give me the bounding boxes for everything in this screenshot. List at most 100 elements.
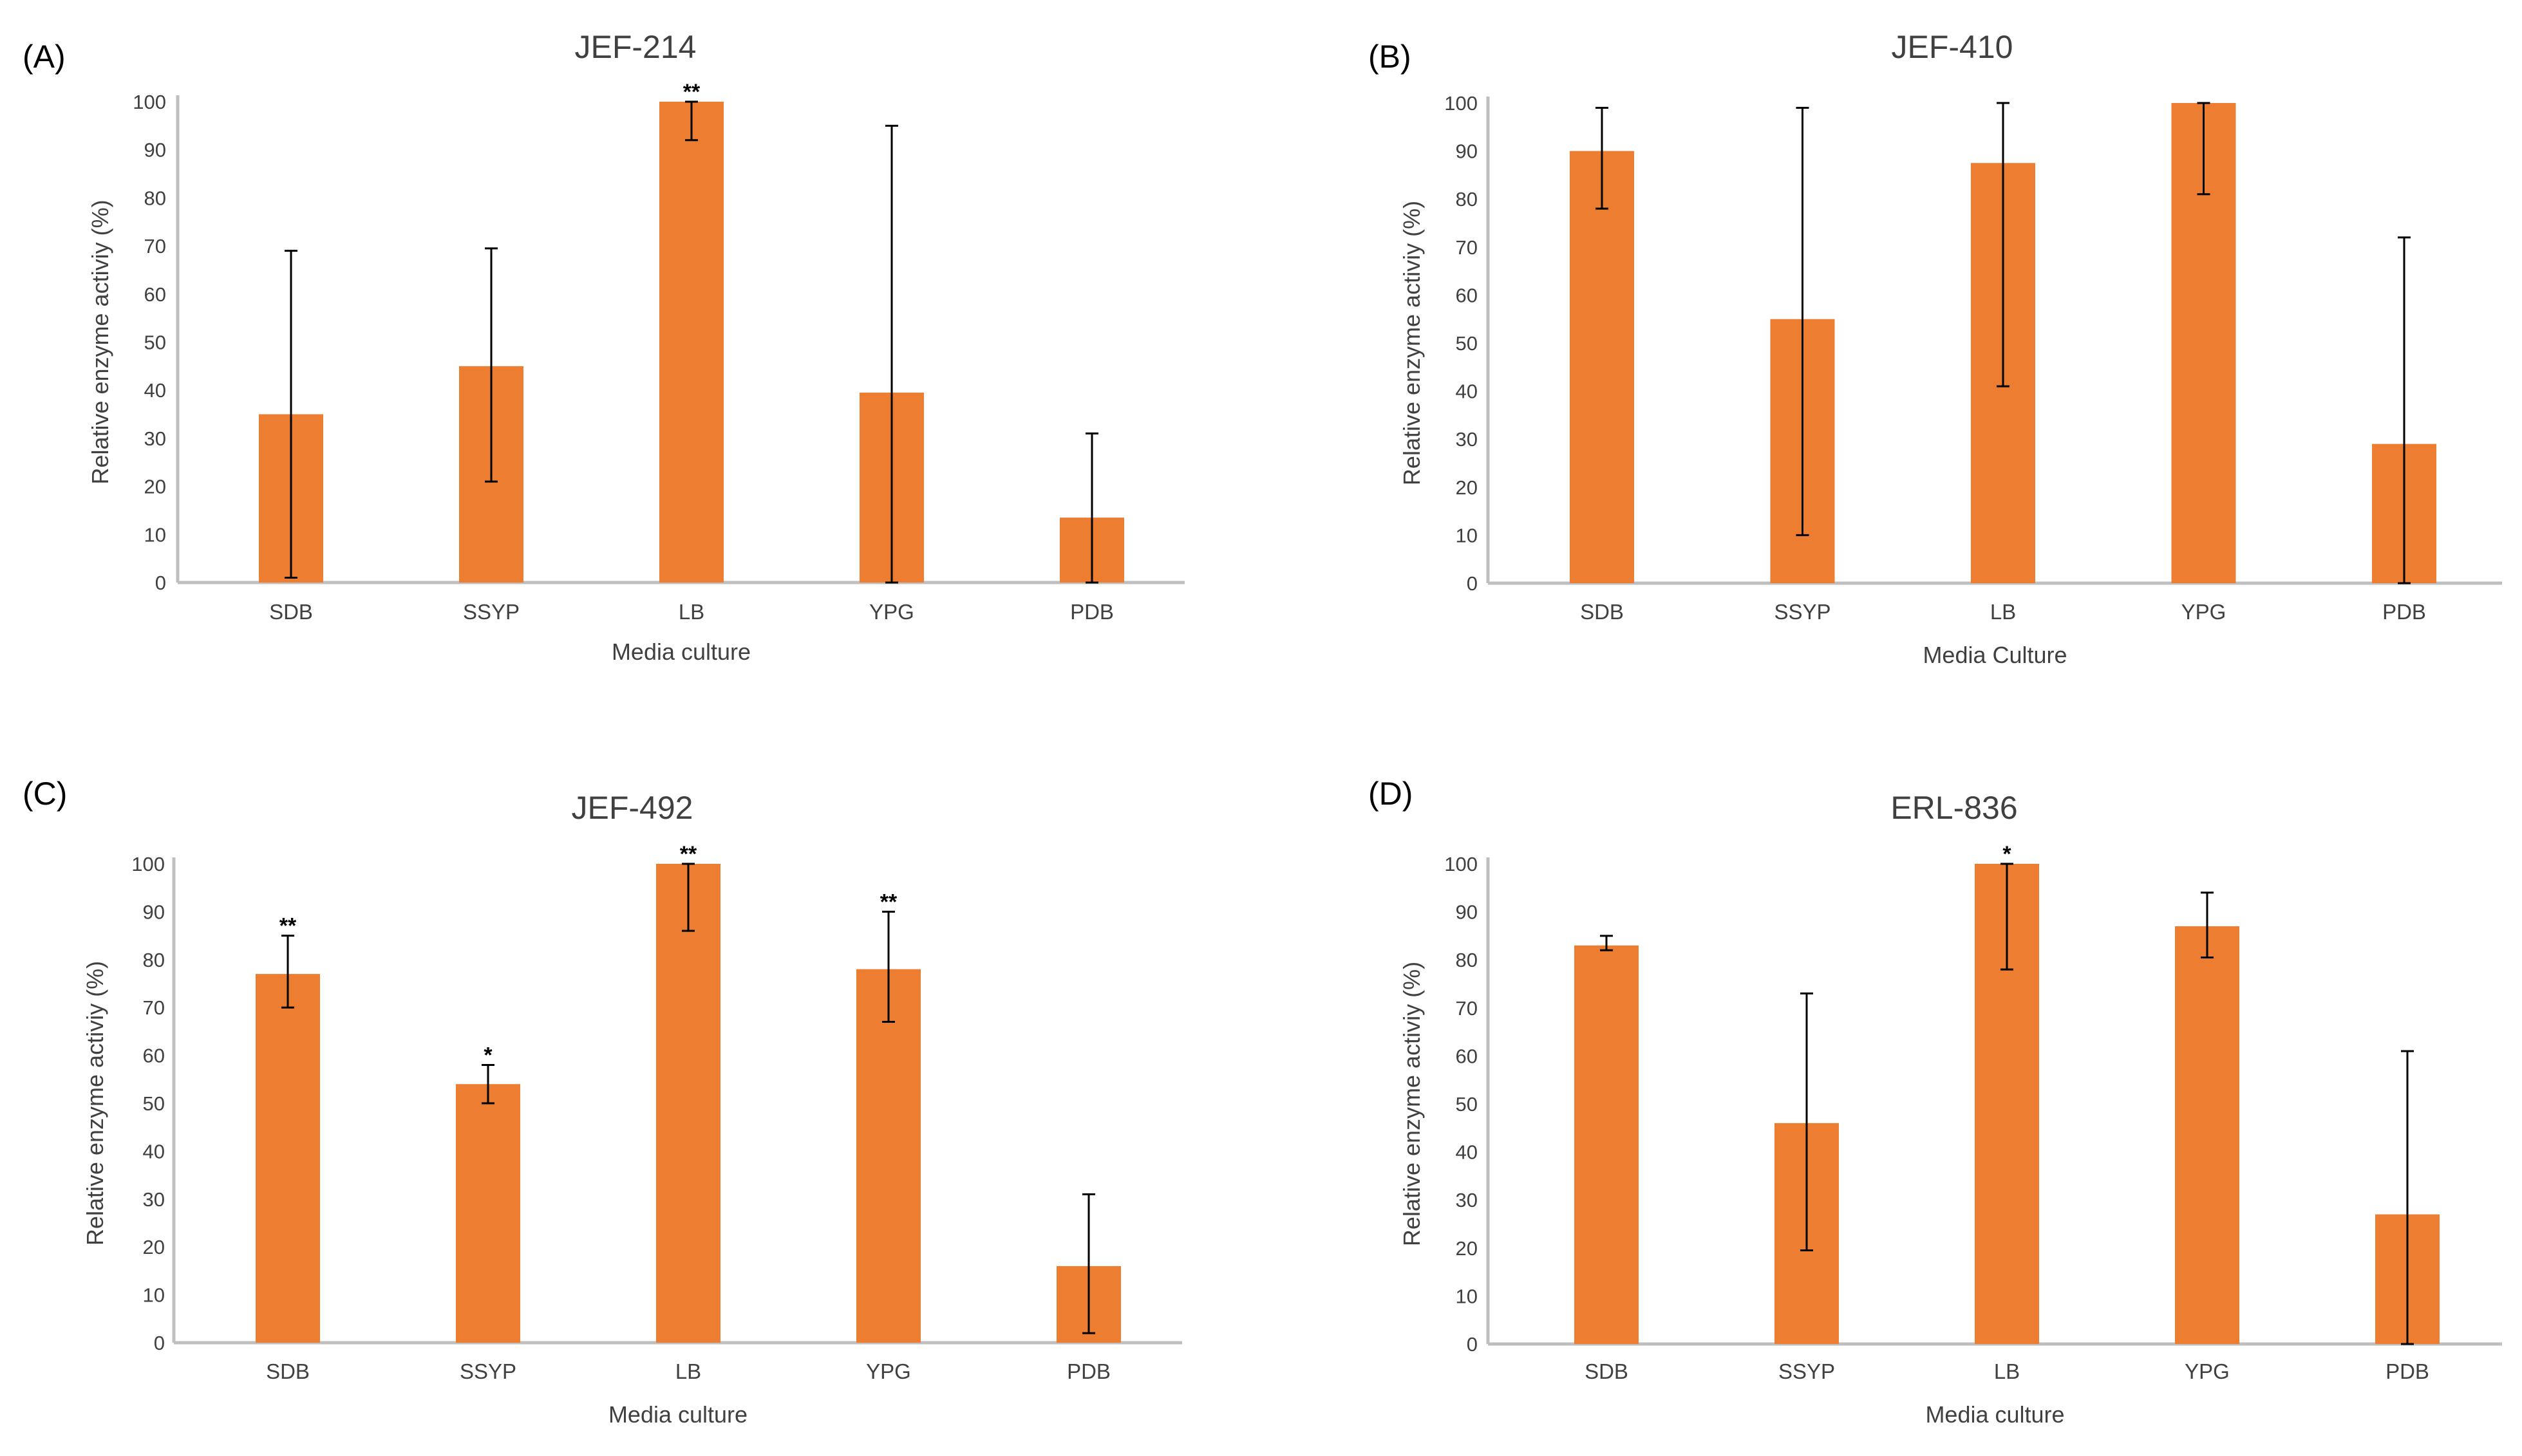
y-tick-label: 90: [144, 139, 166, 162]
error-bar: [1800, 992, 1813, 1252]
y-tick-label: 60: [144, 283, 166, 306]
y-tick-label: 20: [1456, 1237, 1478, 1260]
y-tick-label: 0: [155, 572, 166, 594]
error-bar: [2401, 1050, 2414, 1345]
panel-letter: (D): [1368, 776, 1413, 812]
error-bar: [285, 250, 297, 579]
error-bar: [2398, 236, 2411, 584]
chart-panel: (C) JEF-492 0 10 20 30 40 50 60 70 80 90 100 Relative…: [23, 776, 1182, 1428]
x-category-label: SSYP: [1774, 600, 1830, 624]
y-axis-title: Relative enzyme activiy (%): [1398, 962, 1425, 1246]
y-tick-label: 90: [1456, 901, 1478, 924]
x-category-label: PDB: [2386, 1359, 2429, 1383]
y-axis-title: Relative enzyme activiy (%): [82, 961, 108, 1246]
y-tick-label: 10: [1456, 1285, 1478, 1307]
y-tick-label: 100: [133, 91, 166, 113]
y-tick-label: 50: [1456, 1093, 1478, 1115]
y-tick-label: 80: [143, 949, 165, 971]
error-bar: [2000, 863, 2013, 971]
x-category-label: LB: [675, 1359, 701, 1383]
x-category-label: PDB: [2382, 600, 2426, 624]
x-category-label: LB: [1994, 1359, 2020, 1383]
x-category-label: LB: [679, 600, 704, 624]
x-axis-title: Media Culture: [1923, 642, 2067, 668]
error-bar: [482, 1063, 494, 1105]
panel-letter: (A): [23, 39, 66, 75]
y-tick-label: 0: [1467, 1333, 1478, 1356]
error-bar: [685, 100, 698, 142]
y-tick-label: 100: [1444, 853, 1478, 875]
x-category-label: SSYP: [460, 1359, 516, 1383]
error-bar: [1082, 1193, 1095, 1334]
error-bar: [281, 935, 294, 1009]
significance-marker: **: [880, 890, 898, 914]
y-tick-label: 10: [1456, 524, 1478, 546]
error-bar: [1595, 106, 1608, 210]
y-tick-label: 10: [143, 1284, 165, 1307]
x-category-label: PDB: [1067, 1359, 1111, 1383]
chart-title: JEF-214: [575, 29, 697, 65]
chart-title: JEF-410: [1892, 29, 2013, 65]
y-tick-label: 20: [144, 476, 166, 498]
y-tick-label: 70: [144, 235, 166, 257]
y-tick-label: 30: [143, 1188, 165, 1211]
y-tick-label: 0: [1467, 572, 1478, 595]
y-tick-label: 60: [1456, 284, 1478, 306]
bar: [856, 969, 921, 1343]
chart-title: JEF-492: [572, 790, 693, 826]
y-tick-label: 70: [1456, 236, 1478, 259]
bar: [1574, 945, 1639, 1344]
y-axis-title: Relative enzyme activiy (%): [1398, 201, 1425, 485]
x-axis-title: Media culture: [612, 639, 751, 665]
error-bar: [1600, 935, 1613, 951]
y-tick-label: 60: [143, 1045, 165, 1067]
y-tick-label: 80: [1456, 949, 1478, 971]
bar: [659, 102, 724, 583]
y-tick-label: 40: [1456, 380, 1478, 403]
y-tick-label: 70: [143, 996, 165, 1019]
y-tick-label: 80: [1456, 188, 1478, 210]
x-category-label: YPG: [2181, 600, 2226, 624]
x-category-label: SDB: [1585, 1359, 1628, 1383]
error-bar: [485, 247, 498, 483]
y-axis-title: Relative enzyme activiy (%): [87, 200, 113, 484]
significance-marker: **: [680, 842, 697, 866]
bar: [656, 864, 720, 1343]
panel-letter: (B): [1368, 39, 1411, 75]
x-category-label: YPG: [869, 600, 914, 624]
x-category-label: SSYP: [463, 600, 520, 624]
error-bar: [1796, 106, 1809, 536]
y-tick-label: 30: [1456, 1189, 1478, 1211]
significance-marker: **: [683, 80, 701, 104]
x-axis-title: Media culture: [1925, 1401, 2064, 1428]
y-tick-label: 60: [1456, 1045, 1478, 1067]
x-category-label: PDB: [1070, 600, 1114, 624]
y-tick-label: 20: [143, 1236, 165, 1258]
error-bar: [882, 910, 895, 1023]
x-category-label: YPG: [866, 1359, 911, 1383]
error-bar: [2201, 891, 2214, 958]
x-category-label: SDB: [266, 1359, 310, 1383]
significance-marker: **: [279, 914, 297, 938]
significance-marker: *: [484, 1043, 493, 1067]
y-tick-label: 50: [1456, 332, 1478, 355]
y-tick-label: 30: [144, 427, 166, 450]
x-category-label: SDB: [269, 600, 313, 624]
bar: [256, 974, 320, 1343]
x-category-label: SDB: [1580, 600, 1624, 624]
y-tick-label: 10: [144, 523, 166, 546]
error-bar: [885, 124, 898, 584]
x-category-label: YPG: [2185, 1359, 2230, 1383]
panel-letter: (C): [23, 776, 67, 812]
x-axis-title: Media culture: [608, 1401, 748, 1428]
chart-panel: (A) JEF-214 0 10 20 30 40 50 60 70 80 90 100 Relative…: [23, 29, 1185, 665]
bar: [1570, 151, 1634, 584]
error-bar: [2197, 102, 2210, 196]
y-tick-label: 40: [143, 1140, 165, 1162]
y-tick-label: 100: [1444, 92, 1478, 115]
y-tick-label: 20: [1456, 476, 1478, 499]
y-tick-label: 40: [1456, 1141, 1478, 1164]
bar: [456, 1084, 520, 1343]
error-bar: [1086, 432, 1098, 584]
